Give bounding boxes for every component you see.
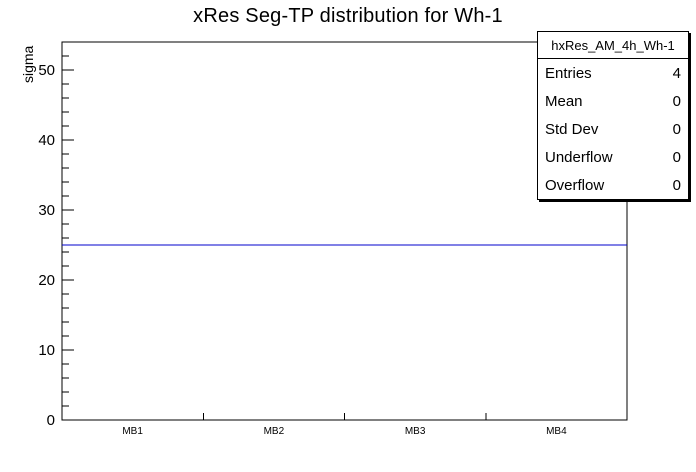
stats-row: Overflow 0 [538,171,688,199]
stats-row-value: 0 [672,176,681,194]
stats-box: hxRes_AM_4h_Wh-1 Entries 4 Mean 0 Std Dev 0 Un… [537,31,689,200]
stats-row-label: Overflow [545,176,605,194]
stats-title: hxRes_AM_4h_Wh-1 [538,32,688,59]
stats-row-value: 4 [672,64,681,82]
stats-rows: Entries 4 Mean 0 Std Dev 0 Underflow 0 Overflow 0 [538,59,688,199]
stats-row-value: 0 [672,148,681,166]
stats-row: Std Dev 0 [538,115,688,143]
stats-row-value: 0 [672,120,681,138]
stats-row: Mean 0 [538,87,688,115]
x-tick-label: MB3 [405,426,426,437]
y-tick-label: 0 [47,412,55,429]
stats-row-label: Mean [545,92,583,110]
y-tick-label: 30 [38,202,55,219]
stats-row-label: Entries [545,64,592,82]
x-tick-label: MB4 [546,426,567,437]
stats-row-value: 0 [672,92,681,110]
x-tick-label: MB1 [122,426,143,437]
y-tick-label: 20 [38,272,55,289]
stats-row-label: Underflow [545,148,613,166]
y-tick-label: 50 [38,62,55,79]
stats-row-label: Std Dev [545,120,599,138]
chart-title: xRes Seg-TP distribution for Wh-1 [193,5,503,27]
y-tick-label: 40 [38,132,55,149]
x-tick-label: MB2 [264,426,285,437]
stats-row: Entries 4 [538,59,688,87]
stats-row: Underflow 0 [538,143,688,171]
y-tick-label: 10 [38,342,55,359]
